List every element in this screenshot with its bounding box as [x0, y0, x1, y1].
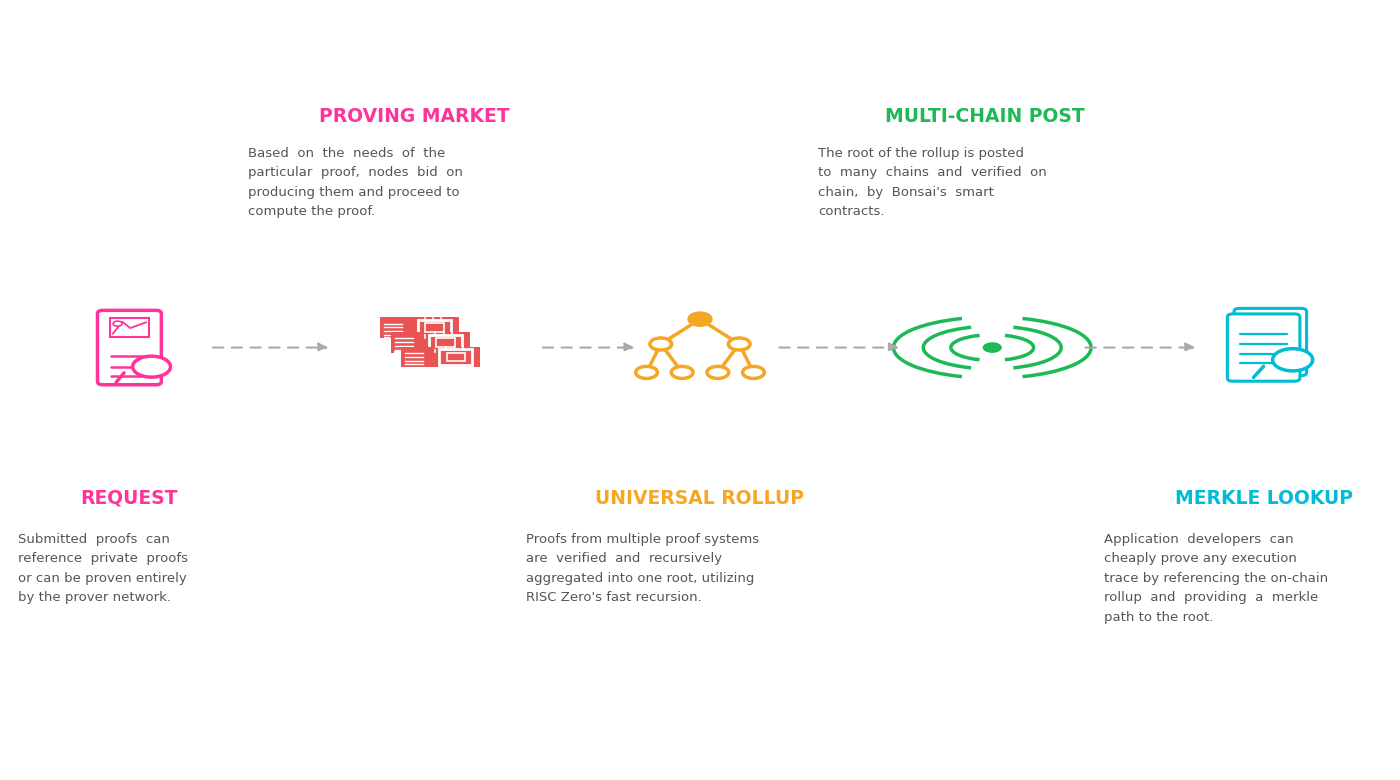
Bar [435, 338, 455, 346]
Text: PROVING MARKET: PROVING MARKET [319, 107, 510, 126]
Circle shape [133, 356, 171, 378]
Circle shape [707, 367, 729, 378]
Bar [398, 351, 400, 363]
Text: Application  developers  can
cheaply prove any execution
trace by referencing th: Application developers can cheaply prove… [1103, 533, 1327, 624]
Bar [388, 336, 391, 348]
Text: Submitted  proofs  can
reference  private  proofs
or can be proven entirely
by t: Submitted proofs can reference private p… [18, 533, 188, 604]
Bar [426, 324, 444, 332]
FancyBboxPatch shape [98, 310, 161, 385]
Circle shape [671, 367, 693, 378]
Bar [109, 317, 150, 337]
FancyBboxPatch shape [402, 346, 480, 367]
Bar [447, 353, 465, 361]
FancyBboxPatch shape [381, 317, 459, 338]
FancyBboxPatch shape [391, 332, 470, 353]
Text: REQUEST: REQUEST [81, 488, 178, 508]
Bar [377, 322, 379, 333]
Text: The root of the rollup is posted
to  many  chains  and  verified  on
chain,  by : The root of the rollup is posted to many… [818, 147, 1047, 218]
Text: UNIVERSAL ROLLUP: UNIVERSAL ROLLUP [595, 488, 805, 508]
Text: MULTI-CHAIN POST: MULTI-CHAIN POST [885, 107, 1085, 126]
Circle shape [650, 338, 672, 350]
Circle shape [1273, 349, 1313, 371]
Circle shape [636, 367, 658, 378]
Bar [395, 351, 398, 363]
FancyBboxPatch shape [1233, 308, 1306, 376]
Circle shape [983, 342, 1002, 353]
Circle shape [728, 338, 750, 350]
Text: MERKLE LOOKUP: MERKLE LOOKUP [1175, 488, 1352, 508]
Circle shape [689, 313, 711, 325]
Bar [428, 335, 462, 350]
Bar [419, 320, 451, 335]
FancyBboxPatch shape [1228, 314, 1299, 381]
Circle shape [113, 321, 122, 326]
Text: Based  on  the  needs  of  the
particular  proof,  nodes  bid  on
producing them: Based on the needs of the particular pro… [248, 147, 462, 218]
Circle shape [742, 367, 764, 378]
Text: Proofs from multiple proof systems
are  verified  and  recursively
aggregated in: Proofs from multiple proof systems are v… [526, 533, 759, 604]
Bar [374, 322, 377, 333]
Bar [440, 349, 472, 364]
Bar [384, 336, 386, 348]
